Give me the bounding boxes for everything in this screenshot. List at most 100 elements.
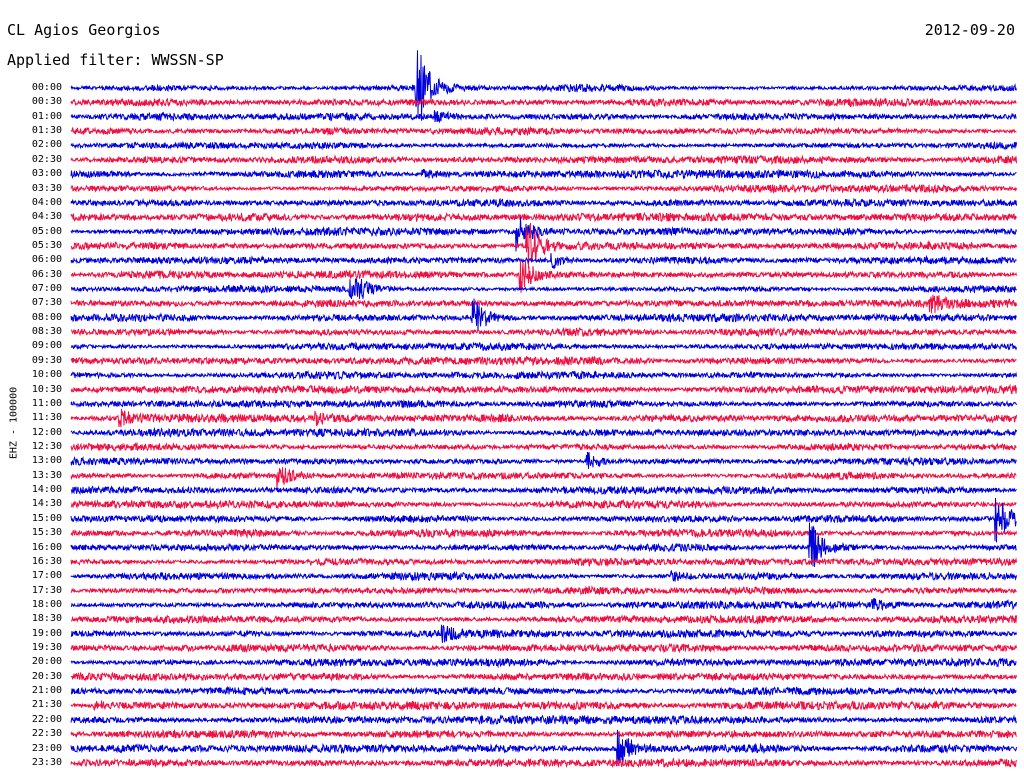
seismic-trace	[70, 699, 1017, 712]
tick-label: 00:00	[31, 82, 62, 93]
seismic-trace	[70, 729, 1017, 767]
tick-label: 09:00	[31, 340, 62, 352]
tick-label: 11:00	[31, 397, 62, 409]
seismic-trace	[70, 183, 1017, 195]
seismic-trace	[70, 624, 1017, 643]
seismic-trace	[70, 757, 1017, 769]
filter-label: Applied filter: WWSSN-SP	[7, 51, 224, 69]
seismic-trace	[70, 168, 1017, 180]
seismic-trace	[70, 497, 1017, 543]
seismic-trace	[70, 216, 1017, 252]
tick-label: 21:30	[31, 699, 62, 711]
tick-label: 06:30	[31, 268, 62, 280]
seismic-trace	[70, 398, 1017, 410]
seismic-trace	[71, 671, 1017, 682]
tick-label: 22:00	[31, 713, 62, 725]
seismic-trace	[70, 383, 1017, 396]
tick-label: 20:30	[31, 670, 62, 682]
tick-label: 08:00	[31, 311, 62, 323]
tick-label: 18:00	[31, 598, 62, 610]
tick-label: 21:00	[31, 685, 62, 697]
tick-label: 23:00	[31, 742, 62, 754]
seismic-trace	[70, 125, 1017, 137]
tick-label: 01:00	[31, 110, 62, 122]
seismic-trace	[70, 355, 1017, 367]
tick-label: 08:30	[31, 326, 62, 338]
seismic-trace	[70, 253, 1017, 270]
tick-label: 12:30	[31, 441, 62, 452]
tick-label: 15:30	[31, 527, 62, 539]
tick-label: 15:00	[31, 512, 62, 524]
tick-label: 05:00	[31, 225, 62, 237]
tick-label: 04:30	[31, 211, 62, 223]
tick-label: 00:30	[31, 96, 62, 108]
seismic-trace	[70, 326, 1017, 338]
seismic-trace	[70, 408, 1017, 428]
seismic-trace	[70, 140, 1017, 151]
seismic-trace	[70, 154, 1017, 166]
seismic-trace	[70, 260, 1017, 293]
seismic-trace	[70, 598, 1017, 612]
tick-label: 07:30	[31, 297, 62, 309]
tick-label: 10:00	[31, 369, 62, 381]
seismic-trace	[70, 294, 1017, 314]
seismic-trace	[70, 685, 1017, 697]
seismic-trace	[70, 369, 1017, 381]
seismic-trace	[70, 527, 1017, 539]
seismic-trace	[70, 211, 1017, 223]
seismic-trace	[70, 96, 1017, 108]
tick-label: 22:30	[31, 728, 62, 740]
tick-label: 04:00	[31, 196, 62, 208]
seismic-trace	[70, 222, 1017, 269]
tick-label: 20:00	[31, 656, 62, 668]
seismic-trace	[70, 556, 1017, 568]
seismic-trace	[70, 341, 1017, 352]
tick-label: 13:00	[31, 455, 62, 467]
seismic-trace	[70, 613, 1017, 625]
seismic-trace	[70, 569, 1017, 582]
seismic-trace	[70, 485, 1017, 496]
tick-label: 18:30	[31, 613, 62, 625]
tick-label: 19:30	[31, 642, 62, 654]
seismic-trace	[70, 585, 1017, 596]
tick-label: 07:00	[31, 283, 62, 295]
tick-label: 03:30	[31, 182, 62, 194]
tick-label: 13:30	[31, 469, 62, 481]
tick-label: 12:00	[31, 426, 62, 438]
seismic-trace	[70, 467, 1017, 489]
date-label: 2012-09-20	[924, 21, 1015, 39]
tick-label: 09:30	[31, 354, 62, 366]
seismic-trace	[70, 728, 1017, 740]
tick-label: 17:30	[31, 584, 62, 596]
tick-label: 16:30	[31, 555, 62, 567]
tick-label: 10:30	[31, 383, 62, 395]
seismic-trace	[70, 642, 1017, 654]
tick-label: 14:00	[31, 484, 62, 496]
seismic-trace	[70, 298, 1017, 331]
seismic-trace	[70, 498, 1017, 510]
tick-label: 06:00	[31, 254, 62, 266]
seismic-trace	[71, 278, 1017, 299]
tick-label: 03:00	[31, 168, 62, 180]
seismic-trace	[70, 441, 1017, 453]
tick-label: 14:30	[31, 498, 62, 510]
seismic-trace	[70, 451, 1017, 469]
seismic-trace	[70, 197, 1017, 208]
seismic-trace	[70, 522, 1017, 567]
tick-label: 02:30	[31, 153, 62, 165]
tick-label: 02:00	[31, 139, 62, 151]
seismic-trace	[70, 426, 1017, 438]
tick-label: 11:30	[31, 412, 62, 424]
tick-label: 23:30	[31, 756, 62, 768]
station-title: CL Agios Georgios	[7, 21, 161, 39]
tick-label: 01:30	[31, 125, 62, 137]
tick-label: 17:00	[31, 570, 62, 582]
seismic-trace	[70, 110, 1017, 124]
seismic-trace	[70, 657, 1017, 669]
seismic-trace	[70, 713, 1017, 726]
seismic-trace	[70, 50, 1017, 121]
tick-label: 16:00	[31, 541, 62, 553]
tick-label: 05:30	[31, 239, 62, 251]
tick-label: 19:00	[31, 627, 62, 639]
